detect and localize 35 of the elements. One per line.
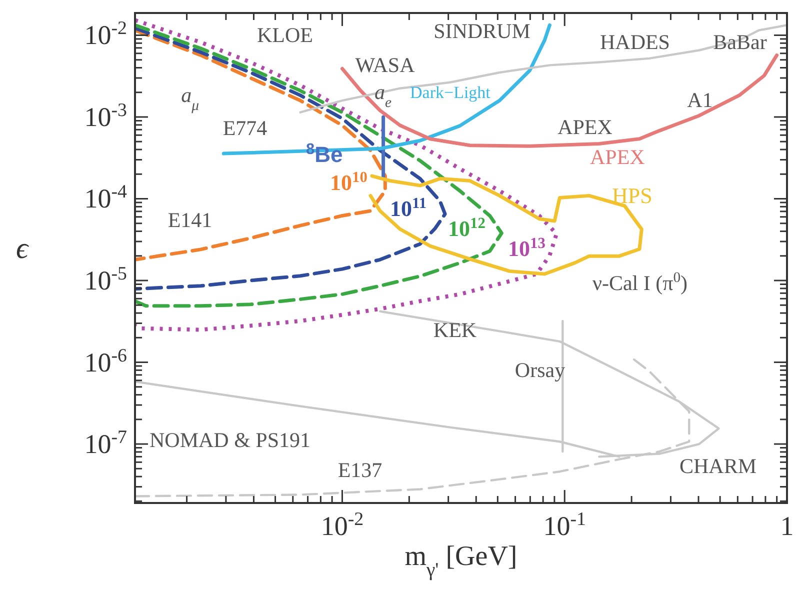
annotation: E141 [168,208,212,232]
series-label: Dark−Light [410,83,491,102]
annotation: WASA [355,53,416,77]
series-label: 10$^{12}$ [448,214,486,241]
annotation: E774 [222,116,268,140]
annotation: KLOE [257,23,313,47]
annotation: A1 [687,88,713,112]
annotation: a$_{e}$ [374,80,392,111]
annotation: Orsay [514,358,566,382]
y-tick-label: 10$^{-3}$ [84,99,127,132]
annotation: SINDRUM [434,19,531,43]
x-tick-label: 10$^{-2}$ [320,508,364,541]
series-label: 10$^{11}$ [390,194,427,221]
x-axis-title: m$_{γ'}$ [GeV] [404,541,518,580]
x-tick-label: 10$^{-1}$ [543,508,586,541]
series-label: HPS [612,183,652,208]
annotation: NOMAD & PS191 [149,428,311,452]
annotation: KEK [433,318,477,342]
annotation: APEX [558,115,612,139]
series-label: APEX [590,145,645,169]
annotation: ν-Cal I (π$^{0}$) [592,270,688,295]
x-tick-label: 1 [780,511,794,541]
annotation: E137 [338,458,382,482]
y-tick-label: 10$^{-2}$ [84,18,127,50]
series-label: 10$^{13}$ [508,234,546,261]
annotation: CHARM [679,454,757,478]
annotation: a$_{μ}$ [181,83,199,114]
annotation: BaBar [713,30,767,54]
y-tick-label: 10$^{-4}$ [84,181,128,214]
y-axis-title: ϵ [16,232,30,265]
y-tick-label: 10$^{-7}$ [84,426,127,460]
y-tick-label: 10$^{-5}$ [84,263,127,296]
y-tick-label: 10$^{-6}$ [84,344,127,378]
annotation: HADES [600,30,670,54]
series-label: 10$^{10}$ [330,168,368,195]
